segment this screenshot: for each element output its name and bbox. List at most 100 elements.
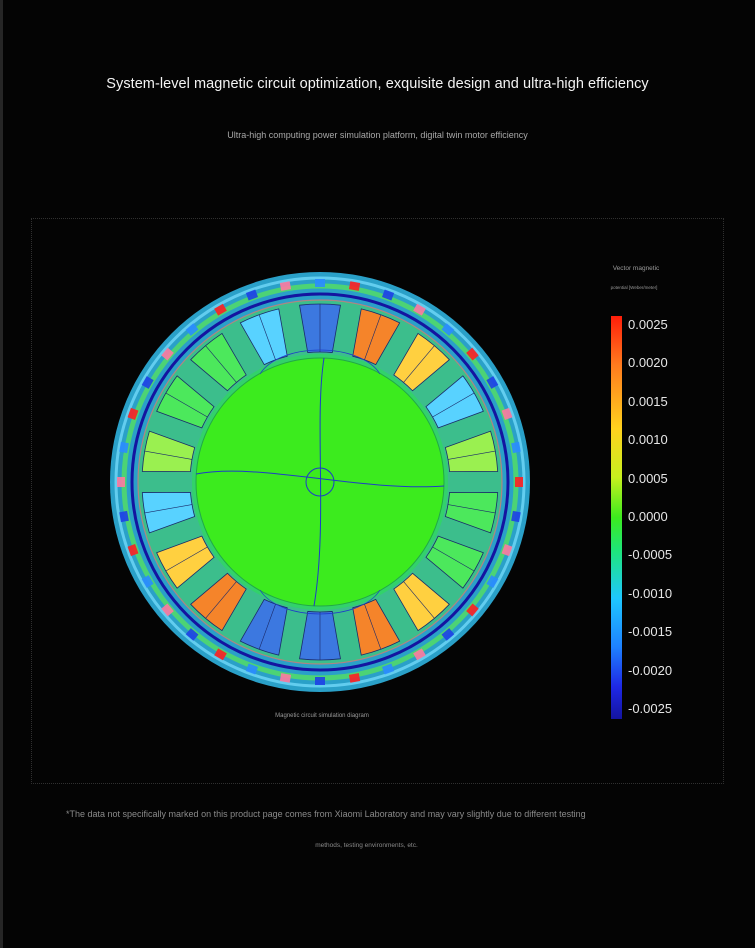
stator-ring-segment — [441, 628, 455, 641]
footnote-line-1: *The data not specifically marked on thi… — [66, 809, 586, 819]
slot-divider — [144, 450, 193, 460]
contour-line — [259, 349, 381, 375]
diagram-frame — [31, 218, 724, 784]
stator-yoke-edge — [137, 299, 503, 665]
colorbar-tick-label: -0.0015 — [628, 624, 673, 640]
rotor — [195, 357, 445, 607]
stator-slot — [393, 332, 450, 392]
page-subtitle: Ultra-high computing power simulation pl… — [227, 130, 528, 140]
slot-divider — [447, 450, 496, 460]
stator-slot — [352, 598, 401, 656]
stator-outer-highlight — [114, 276, 526, 688]
stator-ring-segment — [486, 575, 499, 588]
colorbar-tick-label: 0.0010 — [628, 432, 668, 448]
slot-divider — [258, 604, 276, 650]
slot-divider — [432, 392, 475, 418]
stator-ring-segment — [185, 323, 199, 336]
stator-ring-segment — [501, 543, 513, 557]
slot-divider — [258, 314, 276, 360]
colorbar-tick-label: 0.0025 — [628, 317, 668, 332]
stator-ring-segment — [511, 510, 521, 523]
stator-ring-segment — [141, 376, 154, 389]
stator-ring-segment — [381, 289, 395, 301]
stator-slot — [190, 332, 247, 392]
footnote-line-2: methods, testing environments, etc. — [315, 842, 418, 849]
stator-slot — [444, 491, 499, 534]
stator-ring-segment — [466, 603, 479, 617]
stator-ring-segment — [315, 279, 325, 287]
legend-title: Vector magnetic — [612, 265, 660, 272]
slot-divider — [364, 604, 382, 650]
stator-ring-segment — [214, 648, 227, 661]
stator-slot — [239, 308, 288, 366]
colorbar-tick-label: -0.0005 — [628, 547, 673, 563]
stator-ring-segment — [279, 281, 292, 291]
slot-divider — [205, 581, 237, 619]
motor-cross-section — [110, 272, 530, 692]
stator-ring-segment — [466, 347, 479, 361]
stator-ring-segment — [501, 407, 513, 421]
stator-slot — [425, 535, 484, 589]
page-edge — [0, 0, 3, 948]
stator-ring-segment — [214, 303, 227, 316]
stator-ring-segment — [161, 347, 174, 361]
stator-slot — [156, 535, 215, 589]
stator-ring-segment — [279, 673, 292, 683]
slot-divider — [144, 504, 193, 514]
stator-ring-segment — [348, 673, 361, 683]
stator-slot — [425, 375, 484, 429]
stator-slot — [141, 491, 196, 534]
colorbar — [611, 316, 622, 719]
legend-unit: potential [Weber/meter] — [610, 285, 658, 290]
colorbar-tick-label: -0.0025 — [628, 701, 673, 716]
slot-divider — [447, 504, 496, 514]
stator-ring-segment — [486, 376, 499, 389]
stator-ring-segment — [348, 281, 361, 291]
stator-ring-segment — [161, 603, 174, 617]
stator-slot — [190, 572, 247, 632]
diagram-caption: Magnetic circuit simulation diagram — [275, 713, 369, 719]
stator-ring-segment — [511, 441, 521, 454]
slot-divider — [165, 392, 208, 418]
stator-ring-segment — [413, 303, 426, 316]
shaft-outline — [305, 467, 335, 497]
stator-slot — [141, 430, 196, 473]
stator-slot — [239, 598, 288, 656]
stator-ring-segment — [185, 628, 199, 641]
stator-ring-segment — [515, 477, 523, 487]
stator-ring-segment — [381, 663, 395, 675]
stator-ring-segment — [119, 441, 129, 454]
contour-line — [259, 589, 381, 615]
slot-divider — [364, 314, 382, 360]
slot-divider — [403, 581, 435, 619]
stator-inner-dark-band — [130, 292, 510, 672]
field-line — [313, 357, 325, 607]
colorbar-tick-label: 0.0020 — [628, 355, 668, 371]
colorbar-tick-label: -0.0010 — [628, 585, 673, 601]
slot-divider — [165, 546, 208, 572]
stator-ring-segment — [245, 663, 259, 675]
slot-divider — [205, 345, 237, 383]
slot-divider — [432, 546, 475, 572]
stator-ring-segment — [413, 648, 426, 661]
stator-slot — [393, 572, 450, 632]
colorbar-tick-label: 0.0015 — [628, 393, 668, 409]
stator-ring-segment — [119, 510, 129, 523]
stator-ring-segment — [117, 477, 125, 487]
colorbar-tick-label: 0.0005 — [628, 470, 668, 486]
colorbar-tick-label: 0.0000 — [628, 509, 668, 524]
stator-ring-segment — [141, 575, 154, 588]
stator-ring-segment — [441, 323, 455, 336]
stator-ring-segment — [245, 289, 259, 301]
stator-slot — [352, 308, 401, 366]
stator-ring-segment — [127, 543, 139, 557]
stator-slot — [156, 375, 215, 429]
stator-ring-segment — [127, 407, 139, 421]
field-line — [195, 470, 445, 488]
stator-ring-segment — [315, 677, 325, 685]
slot-divider — [403, 345, 435, 383]
page-title: System-level magnetic circuit optimizati… — [106, 76, 649, 92]
colorbar-tick-label: -0.0020 — [628, 662, 673, 678]
stator-slot — [444, 430, 499, 473]
